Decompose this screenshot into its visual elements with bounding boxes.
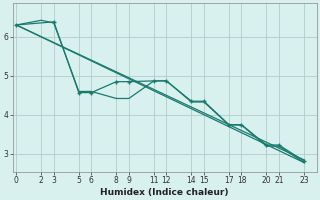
X-axis label: Humidex (Indice chaleur): Humidex (Indice chaleur) (100, 188, 229, 197)
